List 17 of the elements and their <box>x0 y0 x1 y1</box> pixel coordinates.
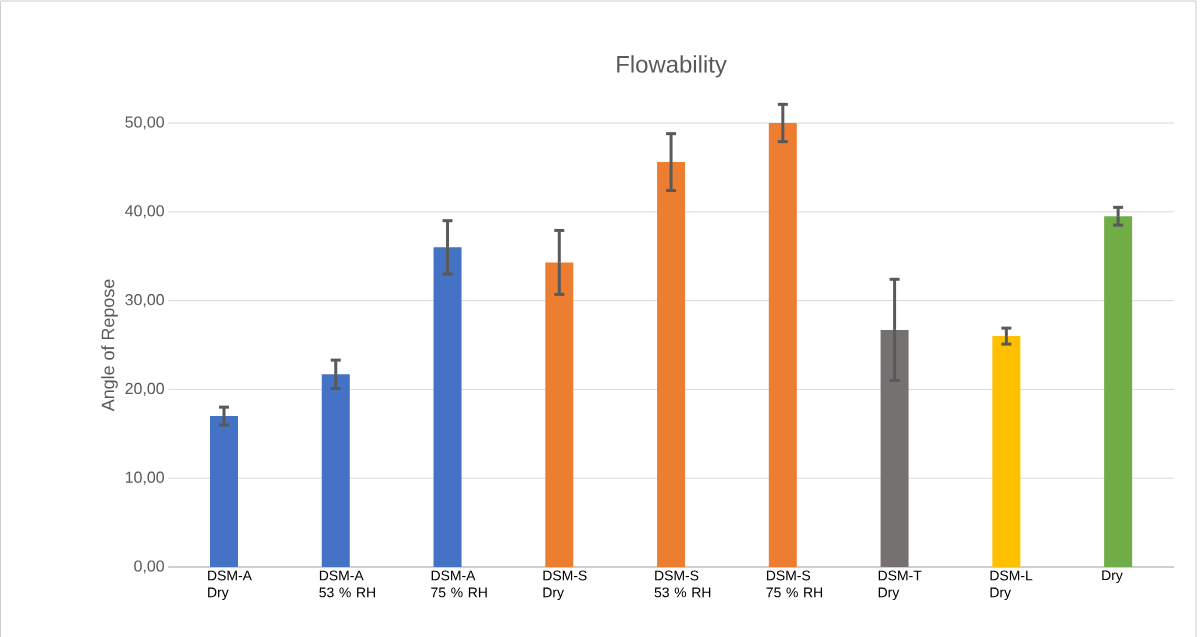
x-tick-label: DSM-A Dry <box>208 570 252 601</box>
x-tick-label: Dry <box>1102 570 1123 584</box>
x-tick-label: DSM-S 75 % RH <box>766 570 823 598</box>
x-tick-label: DSM-T Dry <box>878 570 922 601</box>
y-tick-label: 10,00 <box>125 471 164 485</box>
x-tick-label: DSM-L Dry <box>990 570 1033 601</box>
y-tick-label: 20,00 <box>125 382 164 396</box>
y-tick-label: 40,00 <box>125 205 164 219</box>
x-tick-label: DSM-S 53 % RH <box>654 570 711 598</box>
y-tick-label: 30,00 <box>125 294 164 308</box>
y-tick-label: 0,00 <box>134 560 164 574</box>
y-axis-title: Angle of Repose <box>101 279 118 412</box>
x-tick-label: DSM-A 75 % RH <box>431 570 487 598</box>
chart-title: Flowability <box>617 55 727 78</box>
x-tick-label: DSM-S Dry <box>543 570 587 601</box>
y-tick-label: 50,00 <box>125 116 164 130</box>
x-tick-label: DSM-A 53 % RH <box>319 570 375 598</box>
